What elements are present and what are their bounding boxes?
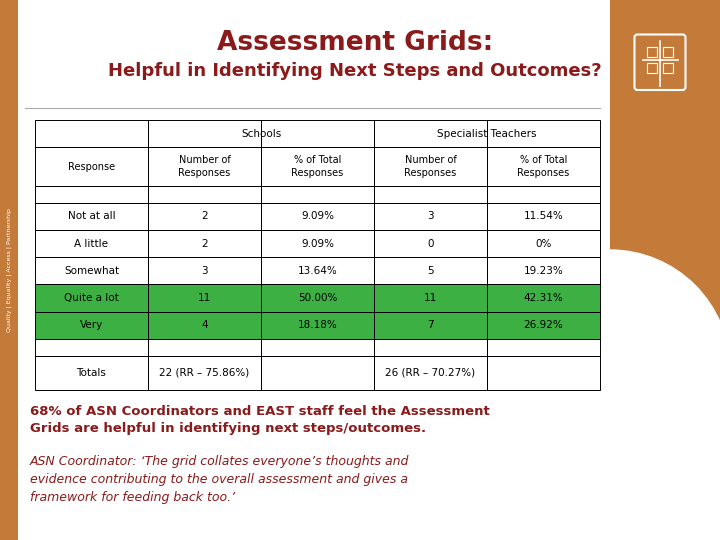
Text: Quality | Equality | Access | Partnership: Quality | Equality | Access | Partnershi… [6, 208, 12, 332]
Bar [35, 202, 148, 230]
Bar [261, 257, 374, 285]
Text: 0: 0 [427, 239, 433, 248]
Text: 50.00%: 50.00% [298, 293, 337, 303]
Text: 3: 3 [427, 211, 434, 221]
Text: 13.64%: 13.64% [297, 266, 338, 276]
Text: 11.54%: 11.54% [523, 211, 563, 221]
Text: Quite a lot: Quite a lot [64, 293, 119, 303]
Text: 26 (RR – 70.27%): 26 (RR – 70.27%) [385, 368, 476, 378]
Bar [148, 285, 261, 312]
Bar [148, 230, 261, 257]
Bar [374, 120, 487, 147]
Text: 42.31%: 42.31% [523, 293, 563, 303]
Text: Very: Very [80, 320, 103, 330]
Text: Response: Response [68, 161, 115, 172]
Bar [261, 230, 374, 257]
Bar [487, 230, 600, 257]
Text: 7: 7 [427, 320, 434, 330]
Bar [35, 355, 148, 390]
Bar [663, 63, 673, 73]
Bar [35, 339, 148, 355]
Text: Helpful in Identifying Next Steps and Outcomes?: Helpful in Identifying Next Steps and Ou… [108, 62, 602, 80]
Text: 19.23%: 19.23% [523, 266, 563, 276]
Bar [148, 312, 261, 339]
Bar [374, 339, 487, 355]
Bar [374, 230, 487, 257]
Text: 11: 11 [424, 293, 437, 303]
Bar [487, 355, 600, 390]
Bar [261, 355, 374, 390]
Bar [487, 120, 600, 147]
Text: 5: 5 [427, 266, 434, 276]
Bar [487, 147, 600, 186]
Bar [261, 186, 374, 202]
Bar [374, 186, 487, 202]
Text: Not at all: Not at all [68, 211, 115, 221]
Text: % of Total
Responses: % of Total Responses [518, 156, 570, 178]
Bar [261, 312, 374, 339]
Bar [374, 355, 487, 390]
Text: 9.09%: 9.09% [301, 239, 334, 248]
Bar [35, 285, 148, 312]
Bar [374, 312, 487, 339]
Text: ASN Coordinator: ‘The grid collates everyone’s thoughts and
evidence contributin: ASN Coordinator: ‘The grid collates ever… [30, 455, 410, 504]
Text: Totals: Totals [76, 368, 107, 378]
Text: % of Total
Responses: % of Total Responses [292, 156, 343, 178]
Bar [148, 186, 261, 202]
Bar [148, 120, 261, 147]
Text: 4: 4 [201, 320, 208, 330]
Circle shape [490, 250, 720, 490]
Text: 9.09%: 9.09% [301, 211, 334, 221]
Bar [148, 147, 261, 186]
Bar [35, 312, 148, 339]
Bar [0, 0, 18, 540]
Bar [35, 186, 148, 202]
Bar [35, 312, 600, 339]
Text: 68% of ASN Coordinators and EAST staff feel the Assessment
Grids are helpful in : 68% of ASN Coordinators and EAST staff f… [30, 405, 490, 435]
Text: 3: 3 [201, 266, 208, 276]
Bar [148, 355, 261, 390]
Text: Schools: Schools [241, 129, 281, 139]
Bar [487, 186, 600, 202]
Bar [35, 230, 148, 257]
Bar [374, 285, 487, 312]
Bar [374, 257, 487, 285]
Bar [261, 339, 374, 355]
Bar [647, 63, 657, 73]
Text: Number of
Responses: Number of Responses [179, 156, 230, 178]
Bar [261, 285, 374, 312]
Text: 2: 2 [201, 239, 208, 248]
Bar [148, 339, 261, 355]
Bar [374, 147, 487, 186]
Text: 22 (RR – 75.86%): 22 (RR – 75.86%) [159, 368, 250, 378]
Text: 26.92%: 26.92% [523, 320, 563, 330]
Text: Assessment Grids:: Assessment Grids: [217, 30, 493, 56]
Text: Number of
Responses: Number of Responses [405, 156, 456, 178]
Bar [487, 257, 600, 285]
Bar [261, 120, 374, 147]
Bar [374, 202, 487, 230]
Bar [35, 257, 148, 285]
Text: 11: 11 [198, 293, 211, 303]
Text: 2: 2 [201, 211, 208, 221]
Bar [647, 47, 657, 57]
Text: 0%: 0% [535, 239, 552, 248]
Bar [35, 285, 600, 312]
Bar [35, 147, 148, 186]
Bar [148, 202, 261, 230]
Text: Specialist Teachers: Specialist Teachers [437, 129, 536, 139]
Bar [663, 47, 673, 57]
Bar [487, 339, 600, 355]
Bar [35, 120, 148, 147]
Bar [610, 0, 720, 370]
Bar [148, 257, 261, 285]
Bar [487, 202, 600, 230]
Bar [487, 285, 600, 312]
Text: A little: A little [74, 239, 109, 248]
Bar [487, 312, 600, 339]
Text: 18.18%: 18.18% [297, 320, 338, 330]
Bar [261, 202, 374, 230]
Text: Somewhat: Somewhat [64, 266, 119, 276]
Bar [261, 147, 374, 186]
